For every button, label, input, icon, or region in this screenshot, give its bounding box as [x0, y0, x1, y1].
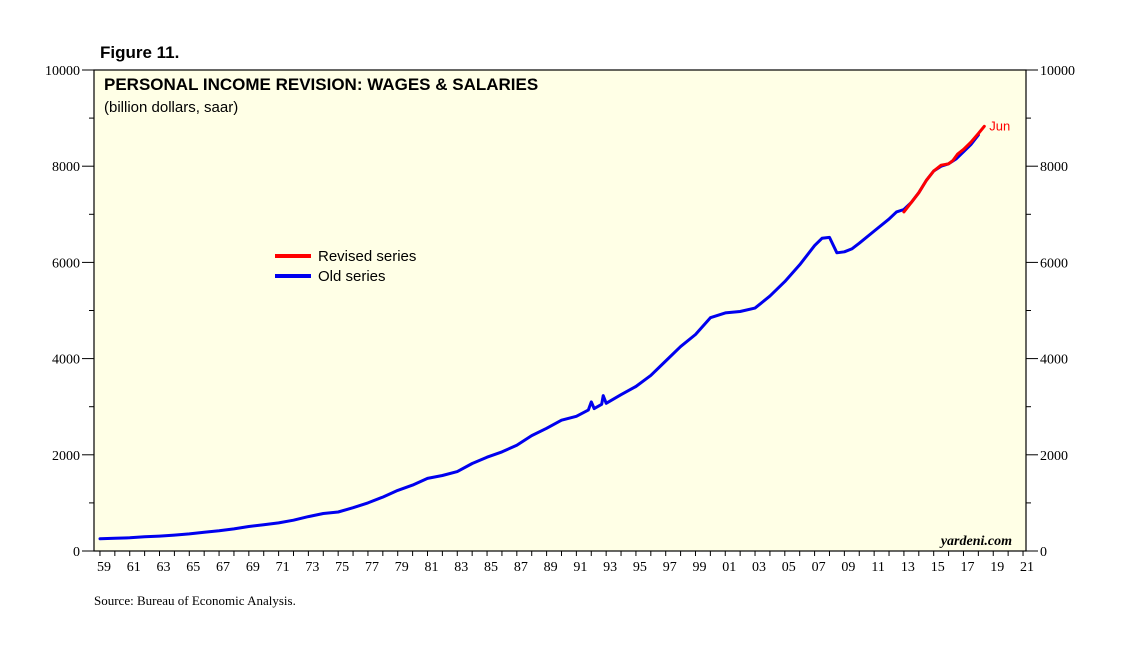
x-tick-label: 69	[246, 560, 260, 575]
series-line-old	[98, 133, 980, 541]
y-axis-left: 0 2000 4000 6000 8000 10000	[45, 64, 94, 560]
x-tick-label: 75	[335, 560, 349, 575]
x-tick-label: 83	[454, 560, 468, 575]
chart-subtitle: (billion dollars, saar)	[104, 99, 238, 116]
x-tick-label: 19	[990, 560, 1004, 575]
chart-title: PERSONAL INCOME REVISION: WAGES & SALARI…	[104, 75, 538, 94]
x-tick-label: 05	[782, 560, 796, 575]
source-note: Source: Bureau of Economic Analysis.	[94, 593, 296, 608]
x-tick-label: 63	[157, 560, 171, 575]
x-tick-label: 61	[127, 560, 141, 575]
x-tick-label: 85	[484, 560, 498, 575]
y-right-tick-label: 0	[1040, 545, 1047, 560]
x-tick-label: 93	[603, 560, 617, 575]
x-tick-label: 03	[752, 560, 766, 575]
x-tick-label: 79	[395, 560, 409, 575]
watermark: yardeni.com	[939, 534, 1012, 549]
x-tick-label: 15	[931, 560, 945, 575]
legend: Revised series Old series	[275, 248, 416, 285]
x-tick-label: 95	[633, 560, 647, 575]
x-tick-label: 87	[514, 560, 528, 575]
y-right-tick-label: 6000	[1040, 256, 1068, 271]
x-tick-label: 67	[216, 560, 230, 575]
x-tick-label: 81	[424, 560, 438, 575]
x-tick-label: 17	[960, 560, 974, 575]
y-left-tick-label: 8000	[52, 160, 80, 175]
plot-area	[94, 70, 1026, 551]
y-left-tick-label: 0	[73, 545, 80, 560]
x-tick-label: 21	[1020, 560, 1034, 575]
x-tick-label: 99	[692, 560, 706, 575]
figure-label: Figure 11.	[100, 43, 179, 62]
y-left-tick-label: 4000	[52, 353, 80, 368]
x-tick-label: 11	[871, 560, 884, 575]
legend-label-revised: Revised series	[318, 248, 416, 265]
y-right-tick-label: 8000	[1040, 160, 1068, 175]
x-tick-label: 73	[305, 560, 319, 575]
x-tick-label: 13	[901, 560, 915, 575]
series-layer	[98, 124, 986, 541]
x-tick-label: 77	[365, 560, 379, 575]
y-right-tick-label: 10000	[1040, 64, 1075, 79]
y-axis-right: 0 2000 4000 6000 8000 10000	[1026, 64, 1075, 560]
y-left-tick-label: 2000	[52, 449, 80, 464]
x-tick-label: 59	[97, 560, 111, 575]
x-tick-label: 97	[663, 560, 677, 575]
x-tick-label: 91	[573, 560, 587, 575]
y-right-tick-label: 2000	[1040, 449, 1068, 464]
x-tick-label: 07	[812, 560, 826, 575]
series-line-revised	[902, 124, 986, 214]
x-tick-label: 65	[186, 560, 200, 575]
x-tick-label: 89	[544, 560, 558, 575]
legend-label-old: Old series	[318, 268, 386, 285]
y-right-tick-label: 4000	[1040, 353, 1068, 368]
end-annotation: Jun	[989, 118, 1010, 133]
x-axis: 59 61 63 65 67 69 71 73 75 77 79 81 83 85 87 89 91 93 95 97…	[97, 551, 1034, 575]
y-left-tick-label: 6000	[52, 256, 80, 271]
x-tick-label: 71	[276, 560, 290, 575]
y-left-tick-label: 10000	[45, 64, 80, 79]
x-tick-label: 09	[841, 560, 855, 575]
x-tick-label: 01	[722, 560, 736, 575]
